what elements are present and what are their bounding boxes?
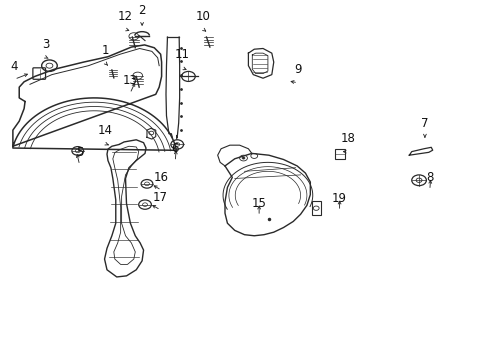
Text: 13: 13	[122, 74, 137, 87]
Text: 16: 16	[154, 171, 169, 184]
Text: 5: 5	[76, 146, 83, 159]
Text: 11: 11	[174, 48, 189, 61]
Text: 7: 7	[420, 117, 428, 130]
Text: 12: 12	[117, 10, 132, 23]
Text: 1: 1	[102, 44, 109, 57]
Text: 17: 17	[153, 190, 168, 203]
Text: 3: 3	[42, 38, 49, 51]
Text: 19: 19	[331, 192, 346, 204]
Text: 18: 18	[340, 132, 355, 145]
Text: 4: 4	[11, 60, 18, 73]
Text: 2: 2	[138, 4, 145, 17]
Text: 10: 10	[195, 10, 210, 23]
Text: 8: 8	[425, 171, 432, 184]
Text: 6: 6	[171, 142, 179, 155]
Text: 15: 15	[251, 197, 266, 210]
Circle shape	[242, 157, 244, 159]
Text: 14: 14	[98, 124, 113, 137]
Text: 9: 9	[294, 63, 301, 76]
